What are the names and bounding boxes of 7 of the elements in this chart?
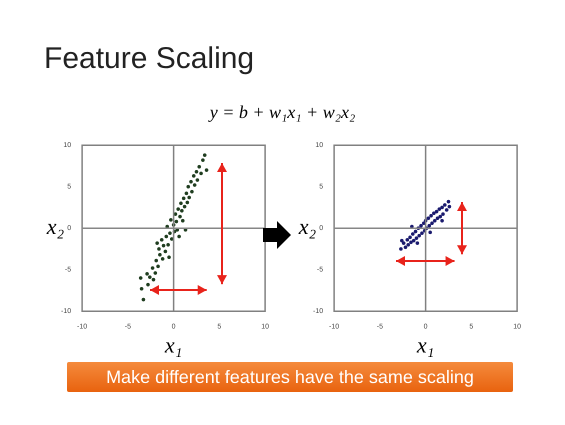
x-axis-title: x₁: [416, 332, 434, 358]
chart-subtitle: y = b + w₁x₁ + w₂x₂: [207, 102, 356, 123]
text: Make different features have the same scaling: [67, 362, 513, 392]
chart-title: Feature Scaling: [44, 42, 254, 76]
x-axis-title: x₁: [164, 332, 182, 358]
y-axis-title: x₂: [298, 214, 316, 239]
y-axis-title: x₂: [46, 214, 64, 239]
